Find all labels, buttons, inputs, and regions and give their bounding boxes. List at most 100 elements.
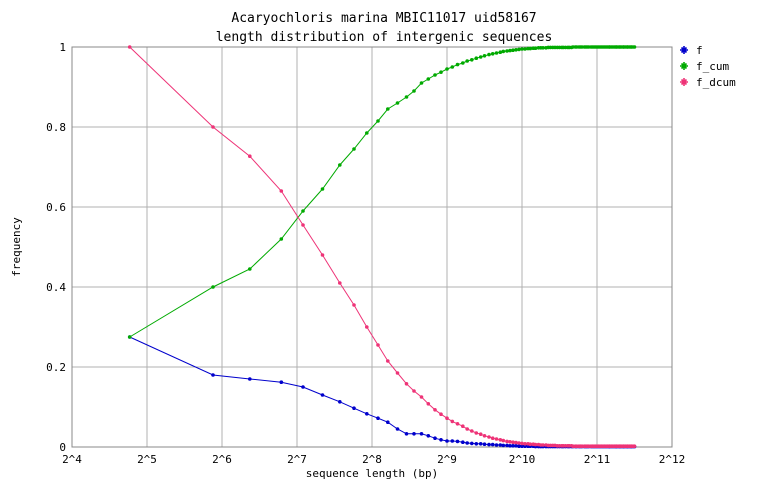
data-point [494, 437, 499, 441]
data-point [461, 61, 465, 65]
x-tick-labels: 2^4 2^5 2^6 2^7 2^8 2^9 2^10 2^11 2^12 [62, 453, 685, 466]
data-point [501, 438, 506, 443]
data-point [395, 427, 400, 431]
data-point [248, 267, 252, 271]
data-point [301, 385, 305, 389]
data-point [376, 343, 380, 347]
data-point [541, 443, 545, 447]
data-point [439, 438, 443, 442]
y-axis-label: frequency [10, 217, 23, 277]
series-layer [127, 45, 637, 449]
data-point [533, 46, 538, 50]
data-point [514, 440, 518, 445]
legend-label: f_dcum [696, 76, 736, 89]
x-axis-label: sequence length (bp) [306, 467, 438, 480]
legend-marker-icon [680, 46, 688, 54]
legend-item: f [680, 44, 703, 57]
legend-item: f_cum [680, 60, 729, 73]
x-tick-label: 2^5 [137, 453, 157, 466]
data-point [455, 422, 460, 426]
series-f-dcum [127, 45, 637, 449]
data-point [465, 59, 470, 63]
data-point [450, 419, 455, 424]
plot-frame [71, 46, 673, 448]
data-point [445, 416, 449, 421]
y-tick-label: 0.4 [46, 281, 66, 294]
data-point [511, 444, 515, 448]
data-point [439, 70, 443, 74]
chart-subtitle: length distribution of intergenic sequen… [216, 30, 553, 45]
data-point [490, 442, 495, 447]
data-point [470, 58, 474, 62]
data-point [520, 47, 524, 51]
data-point [338, 400, 342, 404]
data-point [498, 438, 503, 442]
data-point [352, 147, 356, 151]
data-point [494, 51, 499, 55]
data-point [474, 431, 479, 435]
data-point [508, 48, 512, 53]
data-point [474, 56, 479, 60]
x-tick-label: 2^7 [287, 453, 307, 466]
data-point [419, 395, 424, 399]
grid [72, 47, 672, 447]
data-point [508, 440, 512, 444]
data-point [514, 48, 518, 52]
y-tick-label: 0.6 [46, 201, 66, 214]
data-point [461, 440, 465, 445]
data-point [498, 50, 503, 54]
x-tick-label: 2^6 [212, 453, 232, 466]
y-tick-labels: 0 0.2 0.4 0.6 0.8 1 [46, 41, 66, 454]
data-point [541, 46, 545, 50]
data-point [514, 444, 518, 448]
x-tick-label: 2^10 [509, 453, 536, 466]
data-point [386, 359, 390, 363]
data-point [528, 46, 533, 51]
data-point [505, 443, 509, 448]
data-point [352, 406, 356, 411]
chart-title: Acaryochloris marina MBIC11017 uid58167 [231, 11, 536, 26]
data-point [474, 442, 479, 446]
data-point [352, 303, 356, 307]
data-point [478, 432, 483, 437]
data-point [248, 377, 252, 381]
data-point [433, 73, 437, 77]
legend-item: f_dcum [680, 76, 736, 89]
data-point [279, 237, 284, 241]
x-tick-label: 2^12 [659, 453, 686, 466]
data-point [395, 371, 400, 375]
data-point [465, 427, 470, 431]
data-point [533, 442, 538, 447]
data-point [470, 441, 474, 446]
data-point [376, 416, 380, 421]
x-tick-label: 2^8 [362, 453, 382, 466]
data-point [419, 432, 424, 436]
data-point [517, 444, 521, 449]
data-point [433, 436, 437, 441]
data-point [211, 285, 215, 289]
data-point [487, 435, 491, 439]
data-point [404, 432, 409, 436]
data-point [465, 441, 470, 445]
data-point [487, 442, 491, 447]
data-point [426, 434, 431, 438]
data-point [412, 389, 416, 393]
series-f-cum [127, 45, 637, 339]
y-tick-label: 0.2 [46, 361, 66, 374]
data-point [395, 101, 400, 105]
data-point [338, 281, 342, 285]
legend-marker-icon [680, 62, 688, 70]
data-point [426, 77, 431, 81]
data-point [320, 393, 325, 397]
data-point [501, 49, 506, 54]
data-point [127, 335, 132, 339]
data-point [505, 439, 509, 444]
data-point [505, 49, 509, 53]
data-point [279, 189, 284, 193]
data-point [487, 52, 491, 57]
data-point [511, 440, 515, 445]
data-point [632, 444, 637, 449]
data-point [517, 441, 521, 445]
data-point [478, 55, 483, 59]
